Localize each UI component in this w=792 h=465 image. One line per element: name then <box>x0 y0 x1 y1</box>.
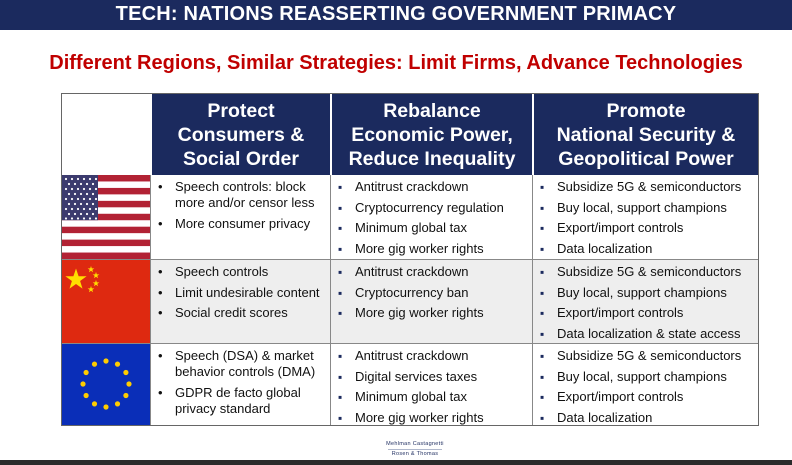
bottom-bar <box>0 460 792 465</box>
slide-title: TECH: NATIONS REASSERTING GOVERNMENT PRI… <box>115 3 677 25</box>
column-header-promote: Promote National Security & Geopolitical… <box>532 94 758 175</box>
list-item: Data localization <box>539 410 754 426</box>
column-header-line: Consumers & <box>177 123 305 146</box>
column-header-line: National Security & <box>556 123 736 146</box>
list-item: Speech (DSA) & market behavior controls … <box>157 348 326 380</box>
list-item: Digital services taxes <box>337 369 528 385</box>
column-header-line: Promote <box>606 99 686 122</box>
cell-eu-protect: Speech (DSA) & market behavior controls … <box>150 344 330 425</box>
list-item: Antitrust crackdown <box>337 348 528 364</box>
footer-logo-line2: Rosen & Thomas <box>391 451 439 457</box>
list-item: Cryptocurrency ban <box>337 285 528 301</box>
list-item: Subsidize 5G & semiconductors <box>539 348 754 364</box>
cell-us-promote: Subsidize 5G & semiconductors Buy local,… <box>532 175 758 259</box>
eu-flag-icon <box>62 344 150 425</box>
column-header-line: Reduce Inequality <box>348 147 516 170</box>
list-item: Speech controls: block more and/or censo… <box>157 179 326 211</box>
list-item: More gig worker rights <box>337 241 528 257</box>
column-header-line: Rebalance <box>383 99 481 122</box>
list-item: Export/import controls <box>539 220 754 236</box>
list-item: Buy local, support champions <box>539 285 754 301</box>
column-header-protect: Protect Consumers & Social Order <box>150 94 330 175</box>
list-item: GDPR de facto global privacy standard <box>157 385 326 417</box>
china-flag-icon <box>62 260 150 343</box>
column-header-line: Social Order <box>183 147 299 170</box>
footer-logo-rule <box>388 449 442 450</box>
column-header-rebalance: Rebalance Economic Power, Reduce Inequal… <box>330 94 532 175</box>
column-header-line: Geopolitical Power <box>558 147 734 170</box>
slide-subtitle: Different Regions, Similar Strategies: L… <box>49 52 743 74</box>
column-header-line: Economic Power, <box>351 123 513 146</box>
list-item: Subsidize 5G & semiconductors <box>539 264 754 280</box>
strategy-table: Protect Consumers & Social Order Rebalan… <box>61 93 759 426</box>
footer-logo-line1: Mehlman Castagnetti <box>386 441 444 447</box>
row-divider <box>62 343 758 344</box>
table-row-china: Speech controls Limit undesirable conten… <box>62 260 758 343</box>
cell-china-promote: Subsidize 5G & semiconductors Buy local,… <box>532 260 758 343</box>
list-item: Limit undesirable content <box>157 285 326 301</box>
list-item: Buy local, support champions <box>539 200 754 216</box>
title-bar: TECH: NATIONS REASSERTING GOVERNMENT PRI… <box>0 0 792 30</box>
us-flag-icon <box>62 175 150 259</box>
list-item: Antitrust crackdown <box>337 179 528 195</box>
table-row-us: Speech controls: block more and/or censo… <box>62 175 758 259</box>
cell-eu-promote: Subsidize 5G & semiconductors Buy local,… <box>532 344 758 426</box>
column-header-line: Protect <box>207 99 275 122</box>
cell-eu-rebalance: Antitrust crackdown Digital services tax… <box>330 344 532 426</box>
list-item: Subsidize 5G & semiconductors <box>539 179 754 195</box>
cell-us-protect: Speech controls: block more and/or censo… <box>150 175 330 259</box>
footer-logo: Mehlman Castagnetti Rosen & Thomas <box>370 441 460 458</box>
cell-china-protect: Speech controls Limit undesirable conten… <box>150 260 330 343</box>
list-item: Cryptocurrency regulation <box>337 200 528 216</box>
list-item: Minimum global tax <box>337 389 528 405</box>
list-item: Speech controls <box>157 264 326 280</box>
list-item: Data localization <box>539 241 754 257</box>
cell-china-rebalance: Antitrust crackdown Cryptocurrency ban M… <box>330 260 532 343</box>
row-divider <box>62 259 758 260</box>
list-item: Buy local, support champions <box>539 369 754 385</box>
list-item: Antitrust crackdown <box>337 264 528 280</box>
cell-us-rebalance: Antitrust crackdown Cryptocurrency regul… <box>330 175 532 259</box>
list-item: Export/import controls <box>539 305 754 321</box>
list-item: More consumer privacy <box>157 216 326 232</box>
list-item: Minimum global tax <box>337 220 528 236</box>
table-row-eu: Speech (DSA) & market behavior controls … <box>62 344 758 426</box>
list-item: Data localization & state access <box>539 326 754 342</box>
list-item: More gig worker rights <box>337 410 528 426</box>
list-item: More gig worker rights <box>337 305 528 321</box>
list-item: Social credit scores <box>157 305 326 321</box>
list-item: Export/import controls <box>539 389 754 405</box>
table-corner <box>62 94 150 175</box>
